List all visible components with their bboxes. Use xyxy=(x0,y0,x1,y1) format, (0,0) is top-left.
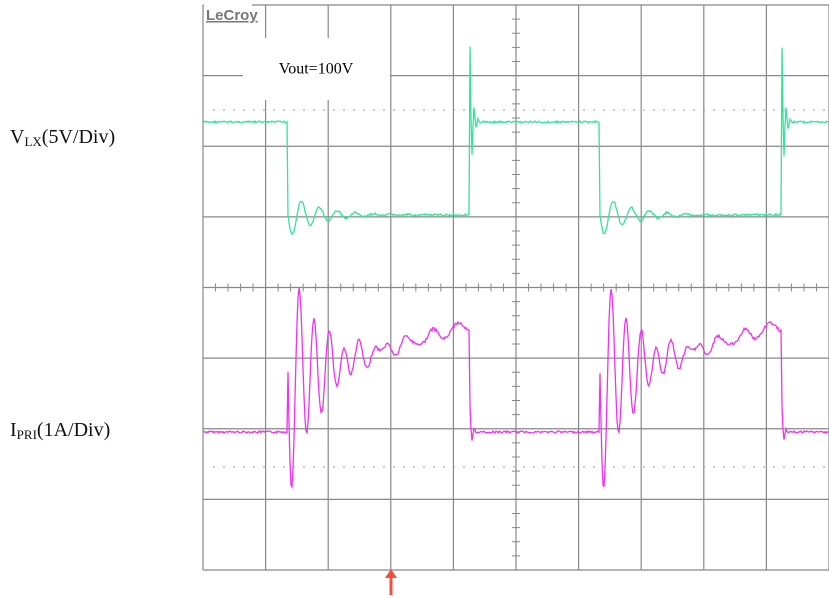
annotation: Vout=100V xyxy=(279,61,354,78)
graticule xyxy=(202,4,829,571)
subscript: LX xyxy=(24,134,42,149)
trace-label: IPRI(1A/Div) xyxy=(10,419,110,443)
trace-label: VLX(5V/Div) xyxy=(10,126,115,150)
subscript: PRI xyxy=(16,427,37,442)
symbol: V xyxy=(10,126,25,148)
symbol: I xyxy=(10,419,17,441)
ipri-trace xyxy=(202,287,829,489)
scale: (5V/Div) xyxy=(41,126,116,148)
vlx-trace xyxy=(202,46,829,236)
scale: (1A/Div) xyxy=(36,419,111,441)
annotation-box xyxy=(243,38,390,100)
logo: LeCroy xyxy=(206,7,258,24)
logo-bg xyxy=(204,1,252,35)
trigger-arrow xyxy=(385,569,397,595)
